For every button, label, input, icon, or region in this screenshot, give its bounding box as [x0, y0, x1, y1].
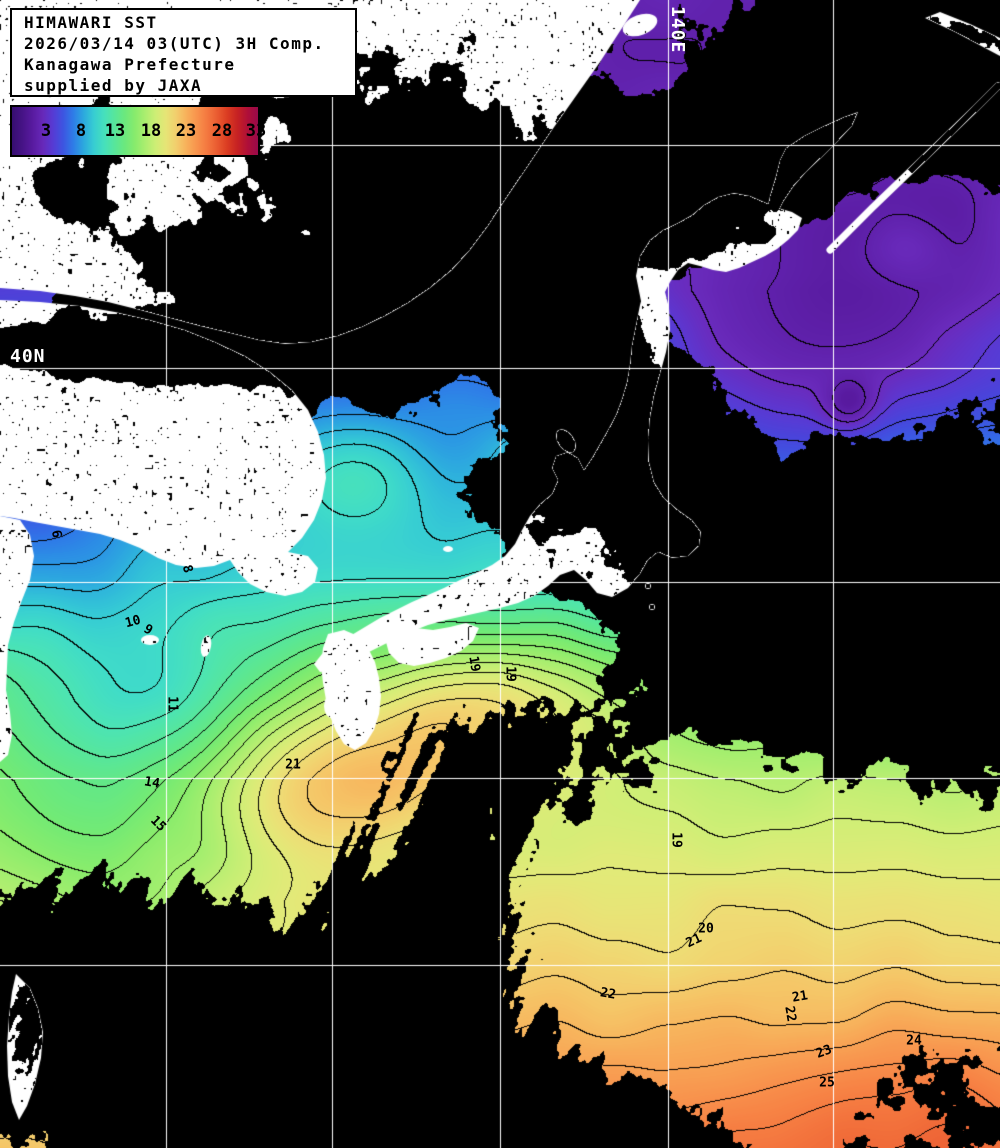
title-datetime: 2026/03/14 03(UTC) 3H Comp. [24, 34, 325, 53]
colorbar-tick-28: 28 [211, 121, 233, 141]
temperature-colorbar: 3 8 13 18 23 28 33 [10, 105, 266, 157]
colorbar-tick-18: 18 [140, 121, 162, 141]
title-supplier: supplied by JAXA [24, 76, 203, 95]
colorbar-tick-13: 13 [104, 121, 126, 141]
colorbar-tick-3: 3 [40, 121, 52, 141]
colorbar-tick-33: 33 [245, 121, 267, 141]
colorbar-tick-23: 23 [175, 121, 197, 141]
title-box: HIMAWARI SST 2026/03/14 03(UTC) 3H Comp.… [10, 8, 357, 97]
title-prefecture: Kanagawa Prefecture [24, 55, 236, 74]
title-product: HIMAWARI SST [24, 13, 158, 32]
colorbar-tick-8: 8 [75, 121, 87, 141]
